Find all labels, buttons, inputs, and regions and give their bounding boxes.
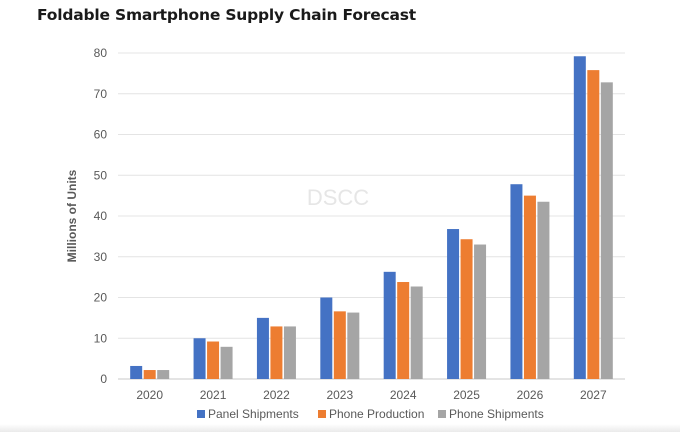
x-tick-label: 2020 (136, 388, 163, 402)
y-tick-label: 80 (94, 46, 108, 60)
bar-panel-shipments (573, 56, 586, 379)
chart-title: Foldable Smartphone Supply Chain Forecas… (37, 6, 417, 24)
bar-phone-shipments (537, 201, 550, 379)
x-tick-label: 2025 (453, 388, 480, 402)
legend-label: Phone Production (329, 407, 424, 421)
bar-phone-shipments (600, 82, 613, 379)
bar-phone-production (270, 326, 283, 379)
bar-phone-production (397, 282, 410, 379)
watermark-text: DSCC (307, 185, 369, 210)
legend: Panel Shipments Phone Production Phone Shi… (197, 407, 544, 421)
bars (130, 56, 613, 380)
y-tick-label: 30 (94, 250, 108, 264)
legend-label: Phone Shipments (449, 407, 544, 421)
bar-panel-shipments (383, 271, 396, 379)
bar-phone-shipments (347, 312, 360, 379)
bar-phone-shipments (220, 346, 233, 379)
bar-phone-shipments (283, 326, 296, 379)
y-tick-label: 70 (94, 87, 108, 101)
x-axis-ticks: 2020 2021 2022 2023 2024 2025 2026 2027 (136, 388, 607, 402)
x-tick-label: 2022 (263, 388, 290, 402)
bar-panel-shipments (320, 297, 333, 379)
bar-phone-shipments (474, 244, 487, 379)
x-tick-label: 2027 (580, 388, 607, 402)
legend-swatch (318, 410, 326, 418)
bar-phone-production (523, 195, 536, 379)
legend-label: Panel Shipments (208, 407, 299, 421)
y-axis-ticks: 0 10 20 30 40 50 60 70 80 (94, 46, 108, 386)
legend-swatch (438, 410, 446, 418)
y-tick-label: 10 (94, 331, 108, 345)
x-tick-label: 2021 (200, 388, 227, 402)
x-tick-label: 2023 (326, 388, 353, 402)
bar-panel-shipments (130, 365, 143, 379)
bar-phone-production (460, 239, 473, 379)
y-tick-label: 50 (94, 168, 108, 182)
x-tick-label: 2024 (390, 388, 417, 402)
y-tick-label: 0 (100, 372, 107, 386)
bar-phone-production (587, 70, 600, 380)
bar-phone-production (207, 341, 220, 379)
y-tick-label: 40 (94, 209, 108, 223)
x-tick-label: 2026 (517, 388, 544, 402)
bar-panel-shipments (510, 184, 523, 379)
bar-panel-shipments (193, 338, 206, 379)
bar-panel-shipments (447, 229, 460, 379)
bar-phone-shipments (410, 286, 423, 379)
bottom-shadow (0, 424, 680, 432)
bar-phone-production (333, 311, 346, 379)
bar-phone-shipments (157, 370, 170, 379)
bar-phone-production (143, 370, 156, 379)
y-tick-label: 20 (94, 291, 108, 305)
legend-swatch (197, 410, 205, 418)
y-tick-label: 60 (94, 128, 108, 142)
y-axis-label: Millions of Units (65, 169, 79, 262)
bar-panel-shipments (256, 317, 269, 379)
